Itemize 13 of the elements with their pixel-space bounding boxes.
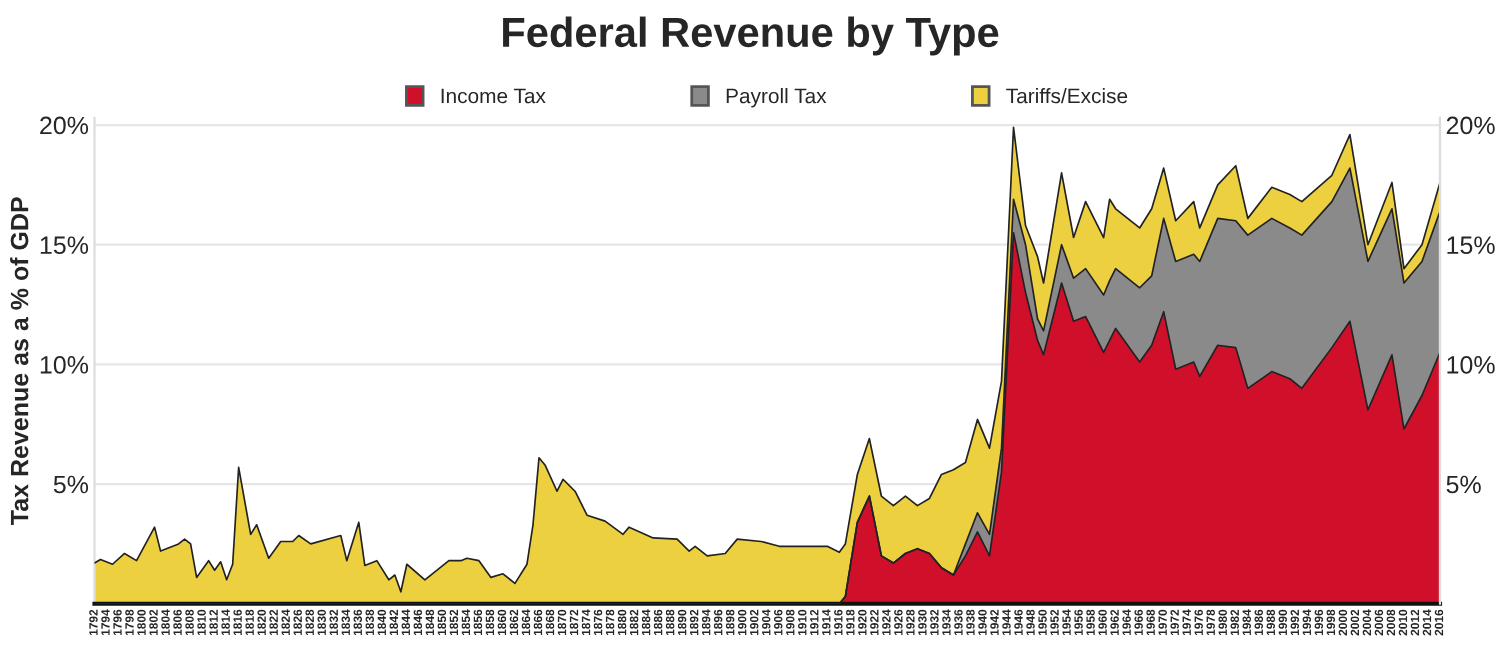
y2-tick-label: 15%: [1447, 236, 1495, 254]
y2-tick-label: 10%: [1447, 355, 1495, 374]
y-tick-label: 5%: [53, 475, 89, 494]
chart-title: Federal Revenue by Type: [503, 16, 999, 56]
legend-label: Income Tax: [441, 88, 546, 104]
y-tick-label: 10%: [40, 355, 89, 374]
legend-label: Tariffs/Excise: [1006, 88, 1128, 104]
y2-tick-label: 20%: [1446, 116, 1495, 135]
y-tick-label: 15%: [40, 236, 89, 254]
y-axis-title: Tax Revenue as a % of GDP: [10, 197, 29, 525]
y-tick-label: 20%: [40, 116, 89, 135]
y2-tick-label: 5%: [1446, 475, 1481, 494]
legend-label: Payroll Tax: [726, 88, 827, 108]
